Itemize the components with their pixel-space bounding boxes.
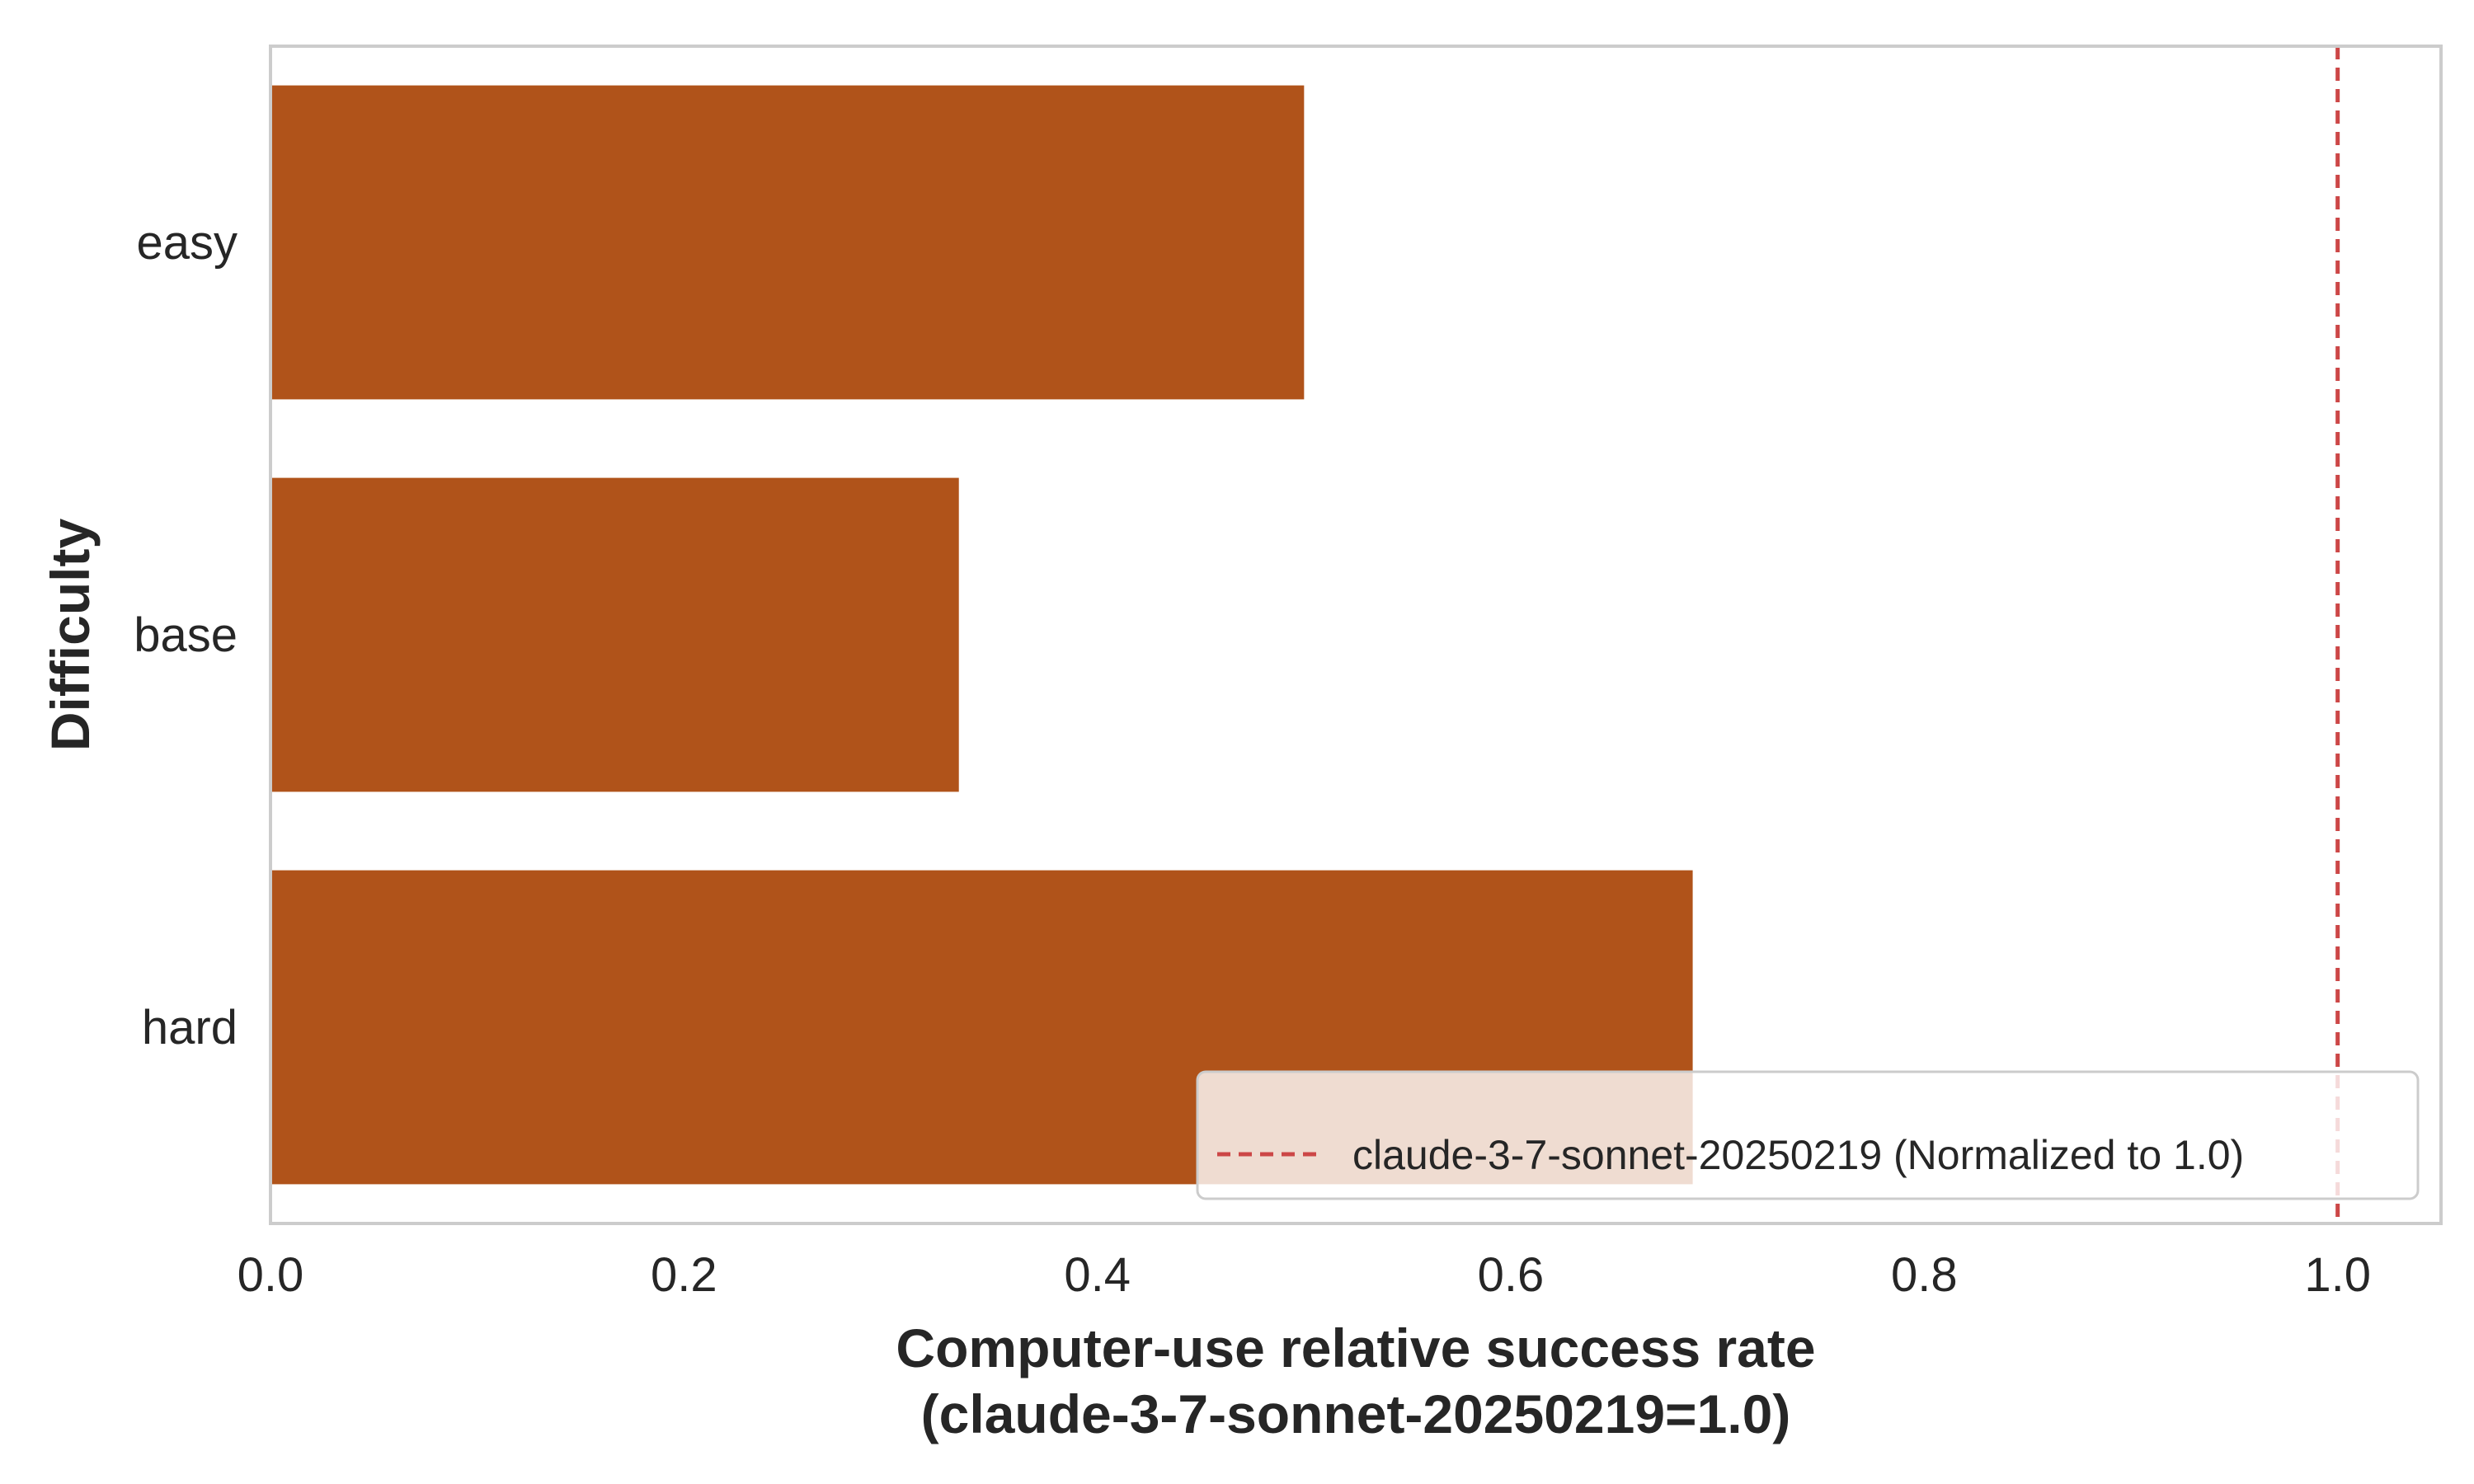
x-tick-labels: 0.0 0.2 0.4 0.6 0.8 1.0 [238,1248,2371,1302]
legend-label: claude-3-7-sonnet-20250219 (Normalized t… [1352,1132,2244,1178]
y-tick-label-easy: easy [136,216,238,270]
x-tick-label: 0.6 [1478,1248,1545,1302]
bar-base [270,477,959,792]
x-tick-label: 0.0 [238,1248,304,1302]
y-tick-label-hard: hard [142,1001,238,1054]
x-tick-label: 1.0 [2304,1248,2371,1302]
x-axis-title-line1: Computer-use relative success rate [896,1317,1815,1378]
x-tick-label: 0.2 [651,1248,717,1302]
y-tick-labels: easy base hard [134,216,238,1054]
bar-easy [270,85,1305,400]
x-axis-title-line2: (claude-3-7-sonnet-20250219=1.0) [921,1383,1791,1444]
y-axis-title: Difficulty [40,519,101,752]
x-tick-label: 0.4 [1064,1248,1131,1302]
legend-box [1196,1070,2420,1200]
y-tick-label-base: base [134,608,238,662]
x-tick-label: 0.8 [1891,1248,1958,1302]
legend: claude-3-7-sonnet-20250219 (Normalized t… [1196,1070,2420,1200]
plot-frame [269,45,2443,1225]
